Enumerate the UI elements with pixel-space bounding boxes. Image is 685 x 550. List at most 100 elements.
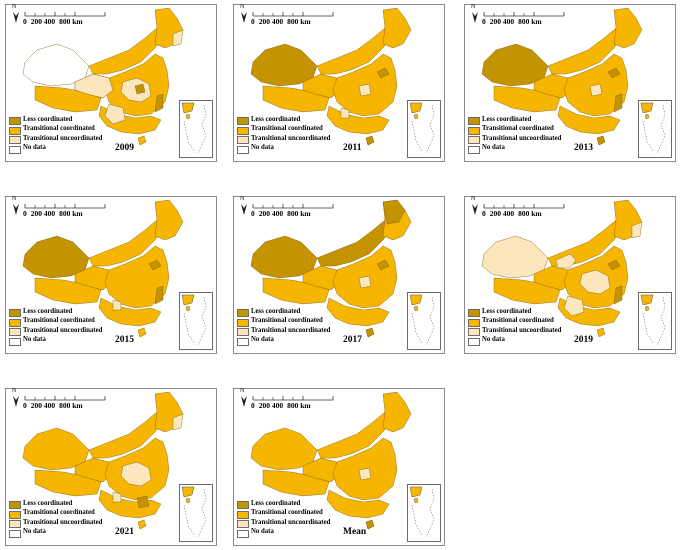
region-xinjiang — [250, 43, 318, 87]
legend: Less coordinated Transitional coordinate… — [237, 500, 367, 538]
scale-label-2: 800 km — [518, 209, 542, 218]
scale-label-1: 200 400 — [489, 209, 515, 218]
north-arrow-icon — [11, 10, 21, 24]
region-light-a — [120, 461, 152, 487]
legend-label: Transitional coordinated — [23, 317, 95, 324]
legend-label: Less coordinated — [482, 307, 532, 315]
legend-swatch — [237, 520, 249, 528]
china-map — [481, 199, 643, 338]
region-dark-a — [376, 67, 390, 79]
legend-item: No data — [237, 336, 367, 346]
region-light-c — [563, 295, 585, 317]
legend-swatch — [468, 126, 480, 135]
region-light-d — [631, 221, 643, 239]
region-light-c — [104, 103, 126, 125]
map-panel-2017: N 0 200 400 800 km Less coordinated Transi… — [233, 196, 445, 354]
scale-bar — [478, 10, 568, 24]
region-central — [104, 245, 170, 309]
legend-label: Less coordinated — [23, 307, 73, 315]
map-panel-2009: N 0 200 400 800 km Less coordinated Transi… — [5, 4, 217, 162]
region-light-b — [579, 269, 611, 295]
scale-labels: 0 200 400 800 km — [23, 401, 87, 410]
legend: Less coordinated Transitional coordinate… — [237, 116, 367, 154]
legend-label: Less coordinated — [482, 115, 532, 123]
region-light-a — [112, 299, 122, 311]
legend-label: No data — [482, 336, 505, 343]
region-light-a — [358, 275, 372, 289]
scale-label-2: 800 km — [518, 17, 542, 26]
north-arrow-icon — [470, 202, 480, 216]
legend-item: Less coordinated — [9, 116, 139, 125]
region-light-b — [112, 491, 122, 503]
north-arrow-icon — [470, 10, 480, 24]
legend-label: Transitional uncoordinated — [482, 134, 562, 142]
region-dark-a — [382, 199, 406, 225]
region-dark-a — [607, 67, 621, 79]
region-northeast — [154, 199, 184, 241]
scale-label-0: 0 — [23, 209, 27, 218]
scale-bar — [247, 202, 337, 216]
legend-item: No data — [9, 528, 139, 538]
legend-swatch — [237, 510, 249, 519]
scale-label-2: 800 km — [59, 17, 83, 26]
region-light-d — [172, 29, 184, 47]
south-china-sea-inset — [638, 292, 672, 350]
legend-swatch — [9, 337, 21, 346]
map-panel-2011: N 0 200 400 800 km Less coordinated Transi… — [233, 4, 445, 162]
legend: Less coordinated Transitional coordinate… — [9, 308, 139, 346]
legend: Less coordinated Transitional coordinate… — [468, 116, 598, 154]
china-map — [250, 7, 412, 146]
north-label: N — [240, 196, 245, 202]
scale-label-1: 200 400 — [30, 17, 56, 26]
legend-label: Less coordinated — [251, 115, 301, 123]
legend-swatch — [9, 117, 21, 125]
legend: Less coordinated Transitional coordinate… — [237, 308, 367, 346]
legend-item: Less coordinated — [9, 308, 139, 317]
legend-swatch — [9, 510, 21, 519]
region-dark-b — [376, 259, 390, 271]
legend-label: No data — [251, 528, 274, 535]
legend-item: Transitional uncoordinated — [237, 519, 367, 528]
legend: Less coordinated Transitional coordinate… — [9, 500, 139, 538]
scale-label-2: 800 km — [287, 17, 311, 26]
legend-label: Transitional uncoordinated — [23, 134, 103, 142]
region-xinjiang — [481, 43, 549, 87]
legend-swatch — [9, 318, 21, 327]
scale-labels: 0 200 400 800 km — [482, 17, 546, 26]
south-china-sea-inset — [407, 484, 441, 542]
legend-item: Transitional coordinated — [9, 125, 139, 135]
china-map — [22, 199, 184, 338]
legend-swatch — [468, 318, 480, 327]
legend-item: Transitional coordinated — [237, 125, 367, 135]
legend-swatch — [237, 529, 249, 538]
region-dark-b — [613, 285, 623, 305]
panel-year-label: 2011 — [343, 143, 362, 153]
scale-label-1: 200 400 — [30, 209, 56, 218]
legend-swatch — [237, 337, 249, 346]
region-dark-b — [154, 285, 164, 305]
legend-label: Less coordinated — [251, 307, 301, 315]
scale-labels: 0 200 400 800 km — [251, 17, 315, 26]
legend-swatch — [9, 328, 21, 336]
legend-swatch — [9, 501, 21, 509]
region-hainan — [137, 519, 147, 530]
legend-swatch — [237, 126, 249, 135]
south-china-sea-inset — [407, 100, 441, 158]
region-dark-a — [136, 495, 150, 509]
legend-item: Transitional uncoordinated — [468, 327, 598, 336]
legend-item: Less coordinated — [468, 308, 598, 317]
scale-labels: 0 200 400 800 km — [23, 17, 87, 26]
region-xinjiang — [22, 235, 90, 279]
legend-label: Transitional coordinated — [251, 509, 323, 516]
region-light-a — [358, 83, 372, 97]
region-light-a — [589, 83, 603, 97]
north-arrow-icon — [239, 10, 249, 24]
scale-bar — [478, 202, 568, 216]
china-map — [22, 391, 184, 530]
legend-item: Less coordinated — [237, 116, 367, 125]
panel-year-label: 2019 — [574, 335, 593, 345]
legend-swatch — [237, 309, 249, 317]
south-china-sea-inset — [638, 100, 672, 158]
north-label: N — [240, 388, 245, 394]
region-dark-c — [596, 135, 606, 146]
